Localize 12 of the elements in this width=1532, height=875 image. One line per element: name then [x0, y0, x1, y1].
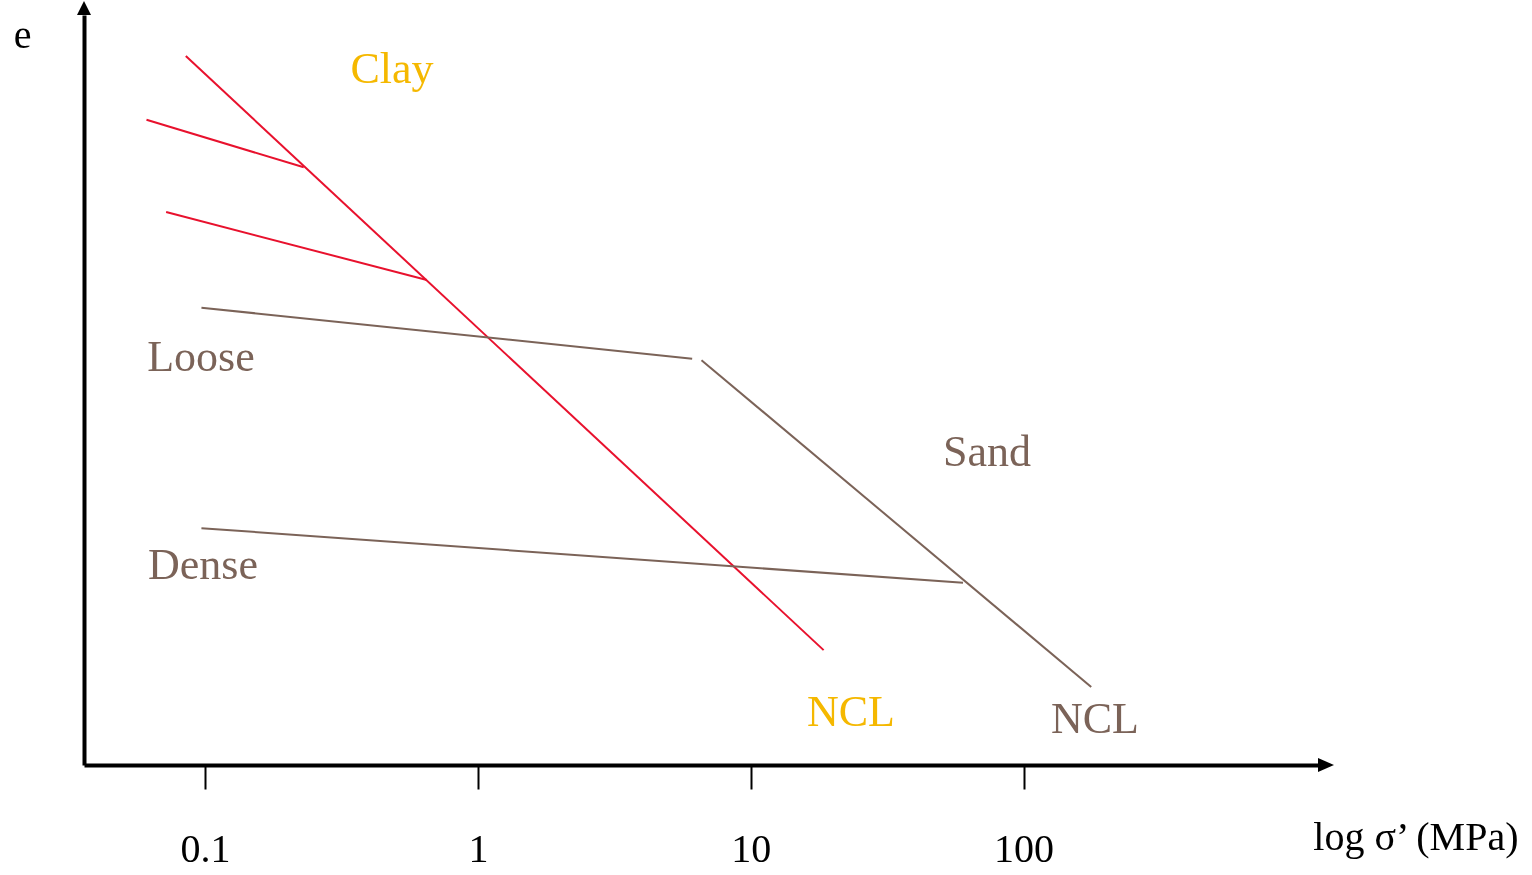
annotation: NCL [807, 687, 895, 736]
x-tick-label: 10 [731, 825, 772, 871]
annotation: Sand [943, 427, 1031, 476]
x-axis-title: log σ’ (MPa) [1313, 813, 1519, 859]
annotation: Loose [147, 332, 255, 381]
x-tick-label: 100 [994, 825, 1055, 871]
annotation: NCL [1051, 694, 1139, 743]
annotation: Dense [148, 540, 258, 589]
y-axis-title: e [13, 11, 32, 57]
annotation: Clay [350, 44, 434, 93]
x-tick-label: 0.1 [180, 825, 231, 871]
x-tick-label: 1 [468, 825, 489, 871]
